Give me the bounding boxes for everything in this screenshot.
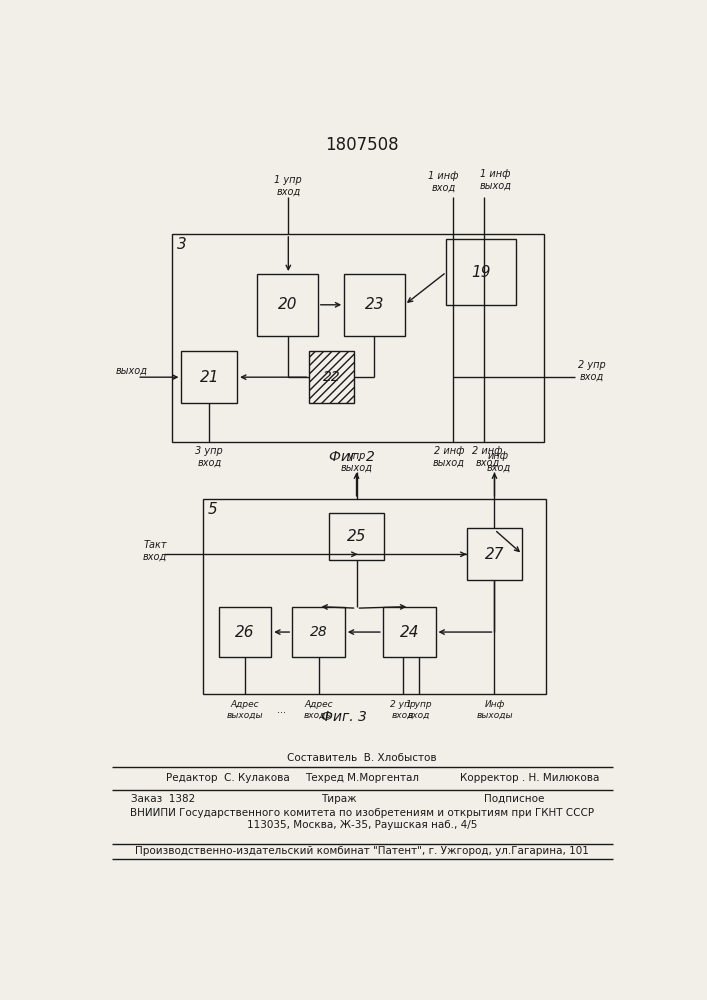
Bar <box>182 351 237 403</box>
Text: 1 упр
вход: 1 упр вход <box>274 175 302 196</box>
Bar <box>203 499 546 694</box>
Text: Техред М.Моргентал: Техред М.Моргентал <box>305 773 419 783</box>
Text: 5: 5 <box>207 502 217 517</box>
Bar <box>257 274 317 336</box>
Bar <box>329 513 385 560</box>
Text: 20: 20 <box>278 297 298 312</box>
Text: 2 упр
вход: 2 упр вход <box>578 360 606 382</box>
Text: 27: 27 <box>485 547 504 562</box>
Text: Адрес
входы: Адрес входы <box>304 700 333 720</box>
Text: 2 упр
вход: 2 упр вход <box>390 700 416 720</box>
Bar <box>309 351 354 403</box>
Bar <box>344 274 404 336</box>
Text: Заказ  1382: Заказ 1382 <box>131 794 195 804</box>
Text: Фиг. 3: Фиг. 3 <box>321 710 367 724</box>
Text: Редактор  С. Кулакова: Редактор С. Кулакова <box>166 773 290 783</box>
Text: 26: 26 <box>235 625 255 640</box>
Text: Тираж: Тираж <box>321 794 356 804</box>
Text: Инф
выходы: Инф выходы <box>476 700 513 720</box>
Text: Фиг. 2: Фиг. 2 <box>329 450 375 464</box>
Text: 1 инф
выход: 1 инф выход <box>479 169 511 191</box>
Text: 3: 3 <box>177 237 186 252</box>
Text: 2 инф
вход: 2 инф вход <box>472 446 503 468</box>
Text: 1807508: 1807508 <box>325 136 399 154</box>
Text: ВНИИПИ Государственного комитета по изобретениям и открытиям при ГКНТ СССР: ВНИИПИ Государственного комитета по изоб… <box>130 808 594 818</box>
Bar <box>467 528 522 580</box>
Text: 23: 23 <box>365 297 384 312</box>
Text: 28: 28 <box>310 625 327 639</box>
Bar <box>172 234 544 442</box>
Text: ...: ... <box>277 705 286 715</box>
Bar <box>292 607 345 657</box>
Text: выход: выход <box>116 366 148 376</box>
Text: 19: 19 <box>472 265 491 280</box>
Text: упр
выход: упр выход <box>341 451 373 473</box>
Text: 113035, Москва, Ж-35, Раушская наб., 4/5: 113035, Москва, Ж-35, Раушская наб., 4/5 <box>247 820 477 830</box>
Text: инф
вход: инф вход <box>486 451 510 473</box>
Text: 24: 24 <box>399 625 419 640</box>
Text: 22: 22 <box>323 370 341 384</box>
Text: Адрес
выходы: Адрес выходы <box>227 700 263 720</box>
Text: 25: 25 <box>346 529 366 544</box>
Bar <box>383 607 436 657</box>
Text: 1 упр
вход: 1 упр вход <box>406 700 431 720</box>
Bar <box>218 607 271 657</box>
Text: 2 инф
выход: 2 инф выход <box>433 446 464 468</box>
Text: Производственно-издательский комбинат "Патент", г. Ужгород, ул.Гагарина, 101: Производственно-издательский комбинат "П… <box>135 846 589 856</box>
Bar <box>309 351 354 403</box>
Text: 1 инф
вход: 1 инф вход <box>428 171 459 192</box>
Text: Такт
вход: Такт вход <box>143 540 167 561</box>
Text: 3 упр
вход: 3 упр вход <box>195 446 223 468</box>
Text: 21: 21 <box>199 370 219 385</box>
Bar <box>446 239 516 305</box>
Text: Составитель  В. Хлобыстов: Составитель В. Хлобыстов <box>287 753 437 763</box>
Text: Подписное: Подписное <box>484 794 544 804</box>
Text: Корректор . Н. Милюкова: Корректор . Н. Милюкова <box>460 773 600 783</box>
